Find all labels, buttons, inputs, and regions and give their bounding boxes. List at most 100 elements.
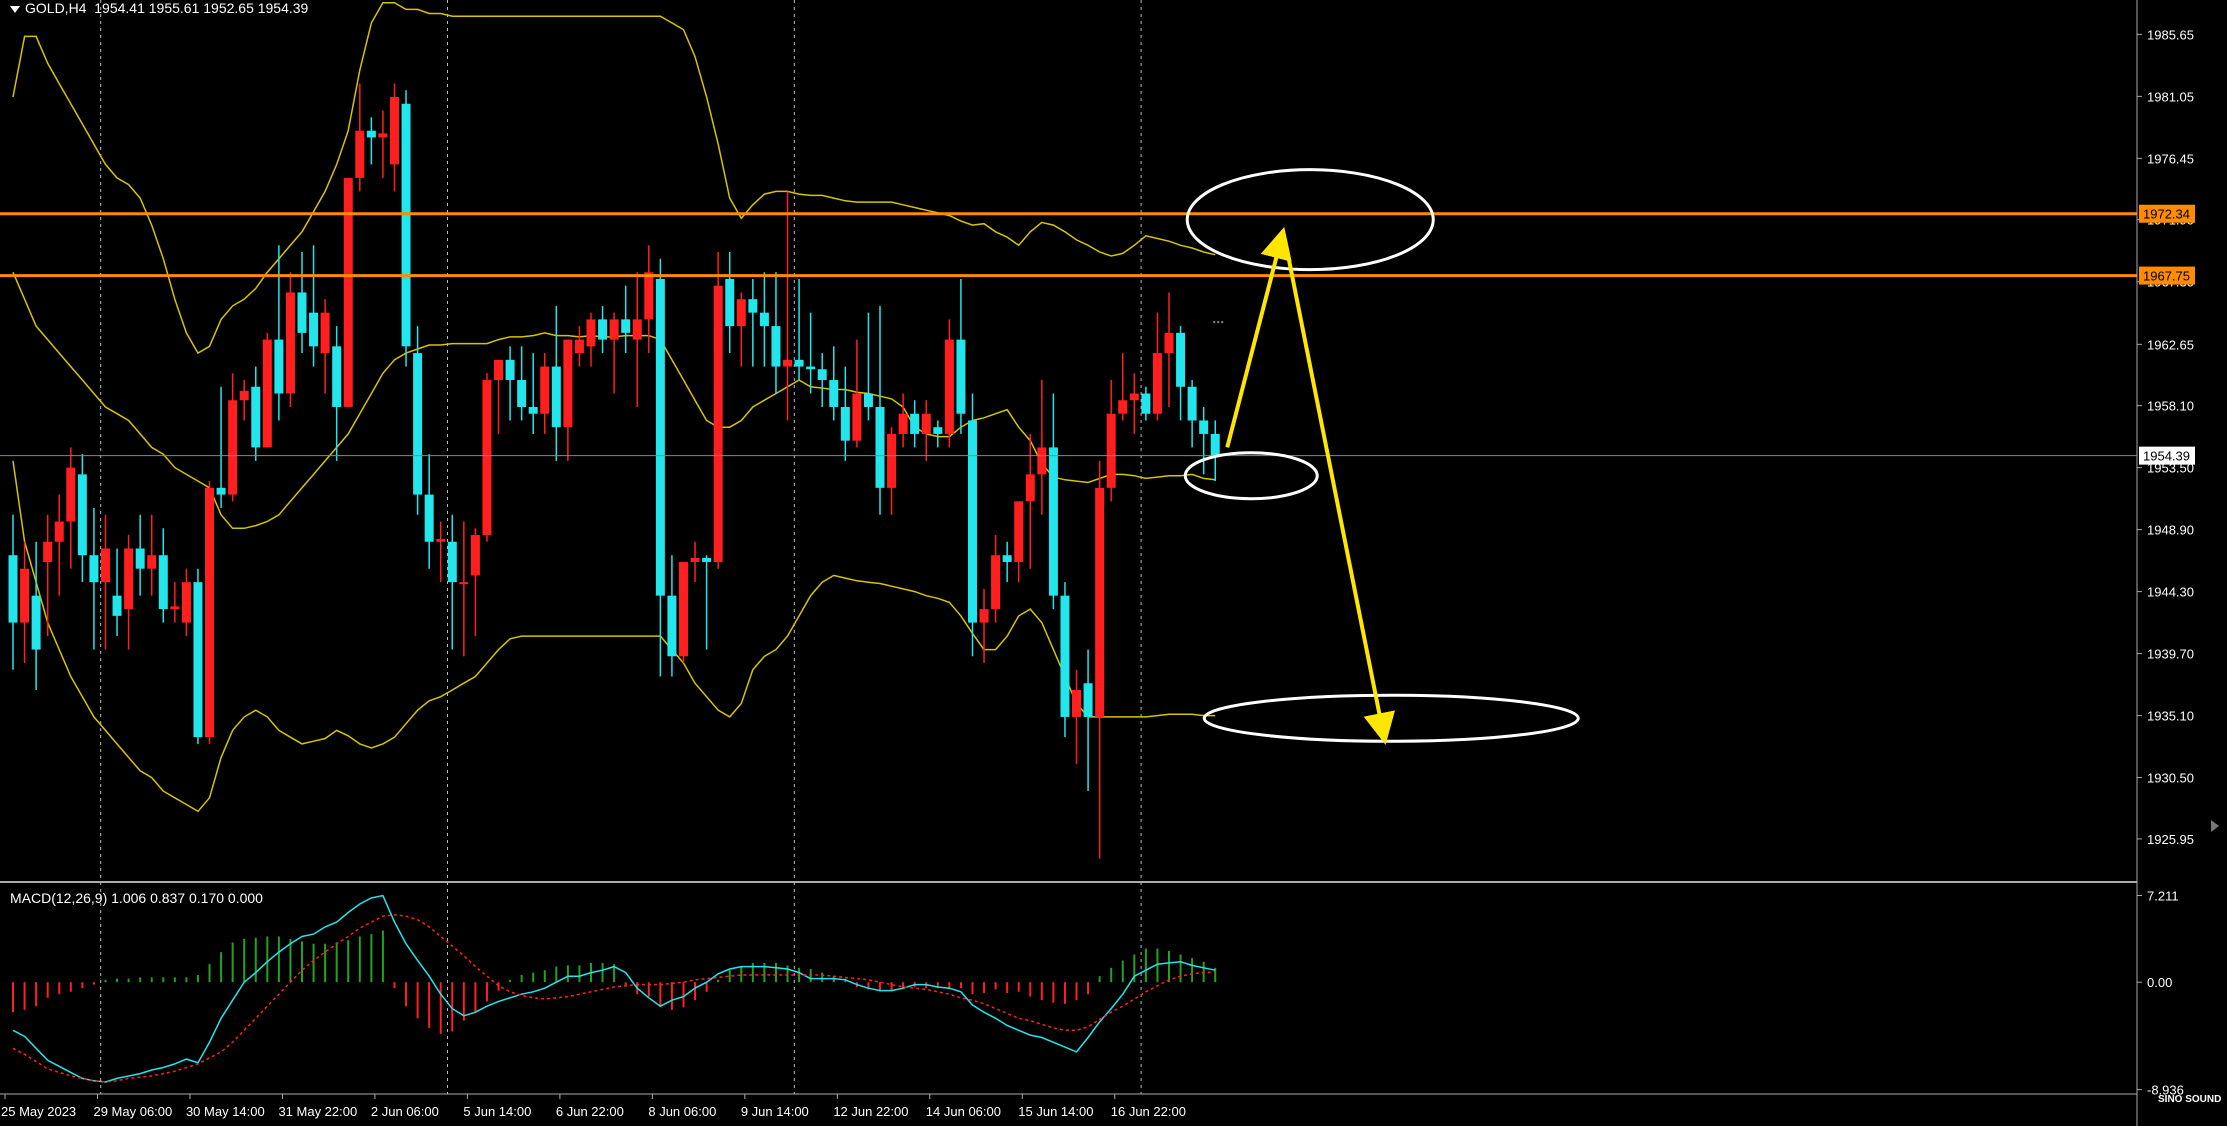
- candle-body: [8, 555, 18, 623]
- time-tick-label: 12 Jun 22:00: [833, 1104, 908, 1119]
- candle-body: [678, 561, 688, 657]
- candle: [540, 353, 550, 434]
- scroll-handle-icon: [2211, 820, 2219, 832]
- candle: [505, 346, 515, 421]
- candle-body: [528, 406, 538, 414]
- candle: [921, 400, 931, 461]
- candle-body: [205, 487, 215, 738]
- target-ellipse-lower: [1202, 693, 1580, 743]
- candle-body: [285, 292, 295, 394]
- symbol-label: GOLD,H4: [25, 0, 87, 16]
- candle: [309, 245, 319, 367]
- candle: [748, 278, 758, 367]
- candle: [551, 305, 561, 461]
- candle: [736, 292, 746, 367]
- candle-body: [436, 539, 446, 542]
- candle-body: [31, 595, 41, 650]
- candle: [170, 582, 180, 623]
- candle: [563, 339, 573, 461]
- candle: [517, 346, 527, 421]
- candle-body: [505, 359, 515, 381]
- candle-body: [621, 319, 631, 333]
- candle: [887, 427, 897, 515]
- candle-body: [66, 467, 76, 522]
- candle-body: [1014, 501, 1024, 562]
- candle: [135, 514, 145, 596]
- candle-body: [366, 130, 376, 138]
- candle: [193, 568, 203, 744]
- macd-tick-label: 0.00: [2147, 975, 2172, 990]
- candle-body: [586, 319, 596, 347]
- candle-body: [1037, 447, 1047, 475]
- candle: [112, 548, 122, 637]
- candle-body: [482, 380, 492, 536]
- price-tick-label: 1925.95: [2147, 832, 2194, 847]
- price-tag-label: 1972.34: [2143, 207, 2190, 222]
- candle-body: [1118, 400, 1128, 414]
- candle-body: [77, 474, 87, 556]
- time-tick-label: 9 Jun 14:00: [741, 1104, 809, 1119]
- candle: [158, 528, 168, 623]
- candle-body: [540, 366, 550, 414]
- candle: [783, 191, 793, 421]
- candle: [1199, 406, 1209, 475]
- candle-body: [725, 278, 735, 327]
- candle: [574, 326, 584, 367]
- candle: [829, 346, 839, 421]
- candle: [1025, 433, 1035, 569]
- candle-body: [1152, 353, 1162, 414]
- candle-body: [494, 359, 504, 381]
- price-tick-label: 1981.05: [2147, 89, 2194, 104]
- candle-body: [852, 393, 862, 441]
- candle: [771, 272, 781, 394]
- candle: [586, 312, 596, 367]
- upward-arrow: [1225, 226, 1292, 448]
- candle-body: [181, 582, 191, 623]
- candle-body: [1083, 683, 1093, 717]
- candle: [933, 420, 943, 448]
- candle-body: [991, 555, 1001, 610]
- price-tick-label: 1985.65: [2147, 27, 2194, 42]
- candle-body: [447, 541, 457, 583]
- candle-body: [898, 413, 908, 434]
- candle-body: [875, 406, 885, 488]
- candle-body: [135, 548, 145, 569]
- candle-body: [840, 406, 850, 441]
- candle: [609, 312, 619, 394]
- price-tick-label: 1944.30: [2147, 585, 2194, 600]
- candle: [228, 373, 238, 502]
- symbol-header: GOLD,H4 1954.41 1955.61 1952.65 1954.39: [10, 0, 308, 16]
- candle-body: [1129, 393, 1139, 401]
- candle: [863, 312, 873, 421]
- candle: [794, 278, 804, 381]
- candle-body: [1141, 393, 1151, 414]
- candle: [205, 481, 215, 744]
- candle-body: [944, 339, 954, 434]
- candle: [967, 393, 977, 657]
- candle: [31, 541, 41, 690]
- candle-body: [100, 548, 110, 583]
- downward-arrow: [1283, 240, 1396, 745]
- bollinger-middle: [12, 271, 1216, 530]
- candle: [297, 252, 307, 354]
- candle: [8, 514, 18, 670]
- candle-body: [147, 555, 157, 569]
- candle: [991, 535, 1001, 623]
- candle: [667, 555, 677, 677]
- candle-body: [274, 339, 284, 394]
- candle-body: [1072, 689, 1082, 717]
- candle: [262, 332, 272, 448]
- candle: [678, 561, 688, 664]
- candle: [401, 90, 411, 367]
- candle-body: [1060, 595, 1070, 717]
- candle: [413, 326, 423, 515]
- candle: [274, 245, 284, 421]
- dropdown-triangle-icon[interactable]: [10, 5, 20, 13]
- candle-body: [632, 319, 642, 340]
- candle-body: [783, 359, 793, 367]
- candle: [702, 555, 712, 650]
- current-price-tag-bg: [2139, 446, 2195, 465]
- candle-body: [667, 595, 677, 657]
- candle-body: [829, 380, 839, 407]
